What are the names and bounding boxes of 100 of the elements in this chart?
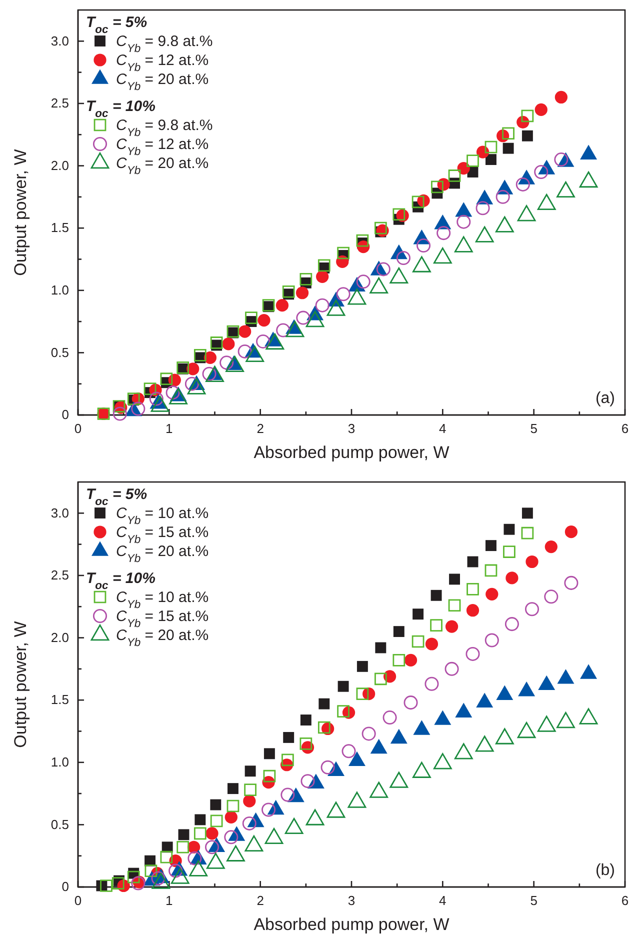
point <box>160 372 173 386</box>
point <box>544 590 558 604</box>
annotation: (b) <box>595 862 615 879</box>
point <box>210 336 223 349</box>
legend-label: C$_{Yb}$ = 10 at.% <box>116 505 209 527</box>
point <box>210 814 223 828</box>
point <box>356 234 369 247</box>
point <box>412 635 424 648</box>
point <box>526 555 538 568</box>
point <box>112 877 124 890</box>
point <box>258 314 270 327</box>
legend-label: C$_{Yb}$ = 20 at.% <box>116 155 209 177</box>
y-tick-label: 2.5 <box>50 96 69 111</box>
point <box>244 784 256 796</box>
point <box>242 816 256 830</box>
point <box>484 564 498 577</box>
point <box>375 642 386 654</box>
point <box>194 349 206 362</box>
point <box>280 788 295 802</box>
point <box>144 864 158 877</box>
x-tick-label: 1 <box>166 893 173 908</box>
point <box>127 870 140 884</box>
point <box>484 140 498 154</box>
point <box>424 676 439 691</box>
point <box>362 726 376 741</box>
y-tick-label: 2.5 <box>50 568 69 583</box>
point <box>296 310 310 325</box>
point <box>534 103 548 116</box>
annotation: T$_{oc}$ = 10% <box>86 570 156 592</box>
point <box>238 344 252 358</box>
x-tick-label: 2 <box>256 893 264 908</box>
point <box>430 590 442 601</box>
point <box>506 572 518 584</box>
y-tick-label: 0.5 <box>50 816 69 832</box>
point <box>436 226 451 240</box>
point <box>396 250 410 265</box>
point <box>504 524 515 535</box>
point <box>256 334 270 348</box>
point <box>276 299 289 312</box>
point <box>296 286 309 300</box>
x-tick-label: 3 <box>348 893 356 908</box>
y-tick-label: 2.0 <box>50 158 69 173</box>
x-axis-title: Absorbed pump power, W <box>254 443 450 462</box>
point <box>282 754 294 766</box>
point <box>337 246 350 260</box>
annotation: (a) <box>595 390 615 407</box>
point <box>204 351 216 364</box>
point <box>412 608 424 620</box>
point <box>392 654 406 666</box>
y-tick-label: 1.0 <box>50 754 69 770</box>
point <box>160 850 173 864</box>
point <box>376 262 390 276</box>
legend-label: C$_{Yb}$ = 12 at.% <box>116 52 209 74</box>
point <box>337 705 350 718</box>
point <box>456 214 471 229</box>
point <box>283 732 294 743</box>
point <box>342 744 356 758</box>
point <box>486 588 498 600</box>
point <box>144 382 156 396</box>
point <box>466 604 480 617</box>
point <box>445 620 458 633</box>
x-tick-label: 6 <box>621 421 629 436</box>
point <box>521 110 534 122</box>
y-axis-title: Output power, W <box>11 621 30 748</box>
point <box>220 356 234 370</box>
point <box>243 794 256 808</box>
point <box>525 602 540 616</box>
x-tick-label: 0 <box>74 421 82 436</box>
point <box>430 619 442 632</box>
point <box>466 646 480 661</box>
point <box>484 633 499 648</box>
point <box>338 680 349 692</box>
point <box>315 298 330 312</box>
point <box>374 222 387 234</box>
x-tick-label: 4 <box>439 893 446 908</box>
y-tick-label: 0 <box>62 407 69 422</box>
y-tick-label: 2.0 <box>50 630 69 645</box>
point <box>504 617 519 632</box>
x-tick-label: 1 <box>166 421 173 436</box>
point <box>522 130 533 142</box>
point <box>206 827 218 840</box>
point <box>318 698 330 710</box>
point <box>100 880 112 892</box>
point <box>448 170 461 182</box>
x-tick-label: 5 <box>530 893 538 908</box>
point <box>112 406 127 421</box>
point <box>449 574 460 585</box>
point <box>205 840 220 854</box>
y-tick-label: 1.0 <box>50 282 69 298</box>
point <box>448 599 461 612</box>
point <box>336 287 350 302</box>
y-tick-label: 1.5 <box>50 692 69 708</box>
point <box>393 626 404 638</box>
point <box>564 576 578 590</box>
point <box>503 546 516 558</box>
point <box>466 154 479 167</box>
x-tick-label: 3 <box>348 421 356 436</box>
point <box>320 760 335 774</box>
point <box>318 259 330 272</box>
point <box>416 238 431 253</box>
